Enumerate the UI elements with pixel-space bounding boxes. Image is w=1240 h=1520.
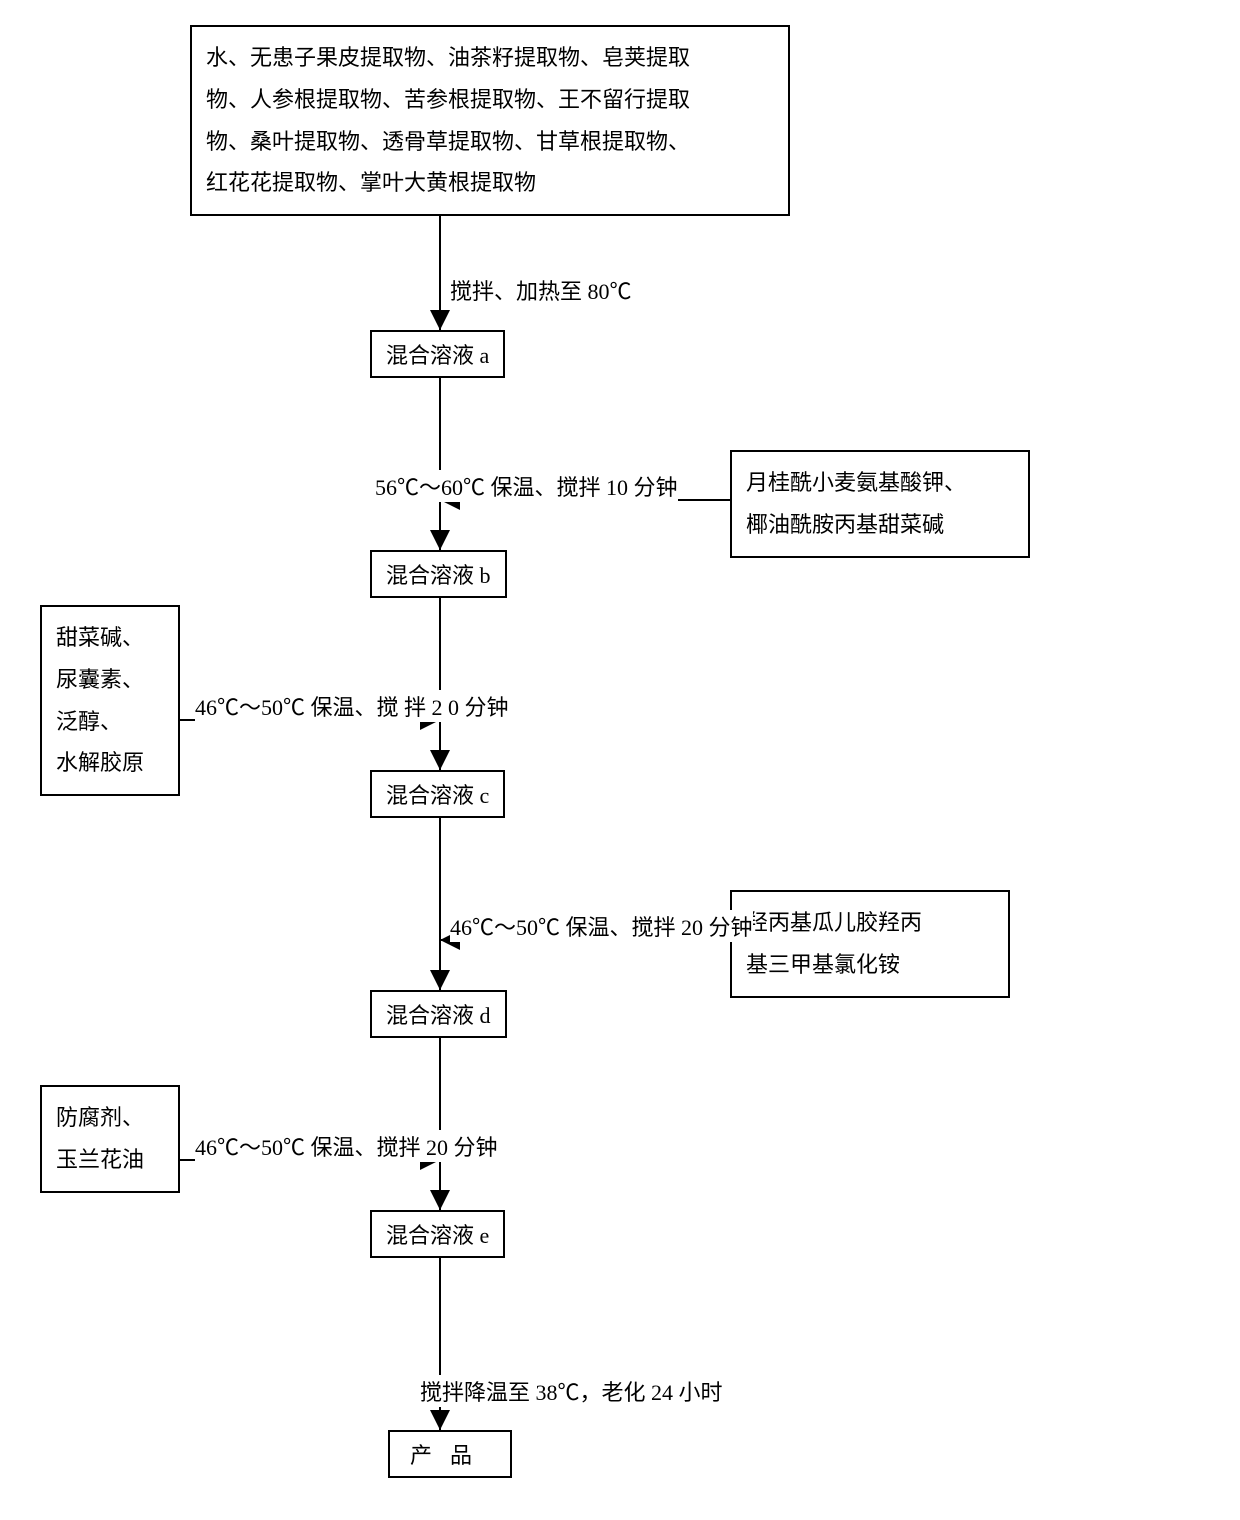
additive-left-1-text: 甜菜碱、尿囊素、泛醇、水解胶原 [56,625,144,775]
additive-left-2-box: 防腐剂、玉兰花油 [40,1085,180,1193]
step-4-label: 46℃～50℃ 保温、搅拌 20 分钟 [450,910,753,942]
solution-c-box: 混合溶液 c [370,770,505,818]
solution-e-label: 混合溶液 e [386,1223,489,1248]
step-1-text: 搅拌、加热至 80℃ [450,279,632,304]
ingredients-box: 水、无患子果皮提取物、油茶籽提取物、皂荚提取物、人参根提取物、苦参根提取物、王不… [190,25,790,216]
solution-b-box: 混合溶液 b [370,550,507,598]
step-4-text: 46℃～50℃ 保温、搅拌 20 分钟 [450,915,753,940]
solution-b-label: 混合溶液 b [386,563,491,588]
step-5-label: 46℃～50℃ 保温、搅拌 20 分钟 [195,1130,498,1162]
step-3-label: 46℃～50℃ 保温、搅 拌 2 0 分钟 [195,690,509,722]
step-6-label: 搅拌降温至 38℃，老化 24 小时 [420,1375,723,1407]
step-1-label: 搅拌、加热至 80℃ [450,274,632,306]
step-2-label: 56℃～60℃ 保温、搅拌 10 分钟 [375,470,678,502]
solution-a-label: 混合溶液 a [386,343,489,368]
additive-left-1-box: 甜菜碱、尿囊素、泛醇、水解胶原 [40,605,180,796]
flow-arrows [0,0,1240,1520]
step-2-text: 56℃～60℃ 保温、搅拌 10 分钟 [375,475,678,500]
step-3-text: 46℃～50℃ 保温、搅 拌 2 0 分钟 [195,695,509,720]
additive-right-2-text: 羟丙基瓜儿胶羟丙基三甲基氯化铵 [746,910,922,977]
additive-right-2-box: 羟丙基瓜儿胶羟丙基三甲基氯化铵 [730,890,1010,998]
solution-a-box: 混合溶液 a [370,330,505,378]
product-box: 产品 [388,1430,512,1478]
solution-d-box: 混合溶液 d [370,990,507,1038]
ingredients-text: 水、无患子果皮提取物、油茶籽提取物、皂荚提取物、人参根提取物、苦参根提取物、王不… [206,45,690,195]
step-5-text: 46℃～50℃ 保温、搅拌 20 分钟 [195,1135,498,1160]
solution-e-box: 混合溶液 e [370,1210,505,1258]
solution-d-label: 混合溶液 d [386,1003,491,1028]
step-6-text: 搅拌降温至 38℃，老化 24 小时 [420,1380,723,1405]
additive-right-1-text: 月桂酰小麦氨基酸钾、椰油酰胺丙基甜菜碱 [746,470,966,537]
product-label: 产品 [410,1443,490,1468]
additive-left-2-text: 防腐剂、玉兰花油 [56,1105,144,1172]
additive-right-1-box: 月桂酰小麦氨基酸钾、椰油酰胺丙基甜菜碱 [730,450,1030,558]
solution-c-label: 混合溶液 c [386,783,489,808]
